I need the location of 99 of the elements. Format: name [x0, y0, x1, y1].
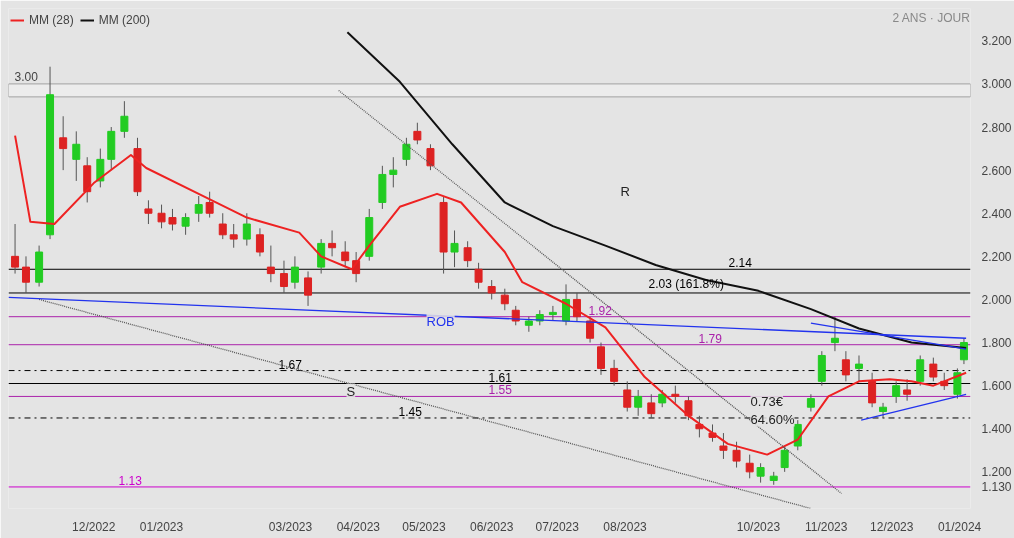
- x-tick-label: 11/2023: [804, 519, 848, 534]
- candlestick: [426, 143, 435, 171]
- legend-label: MM (28): [29, 13, 74, 27]
- candlestick: [389, 156, 398, 188]
- y-tick-label: 3.200: [981, 34, 1012, 49]
- candlestick: [181, 212, 190, 236]
- annotation: S: [346, 383, 356, 399]
- candlestick: [72, 130, 81, 182]
- x-tick-label: 12/2022: [72, 519, 116, 534]
- y-tick-label: 3.000: [981, 77, 1012, 92]
- candlestick: [402, 137, 411, 167]
- annotation: 64.60%: [750, 411, 796, 427]
- candlestick: [120, 100, 129, 139]
- candlestick: [597, 342, 605, 376]
- y-tick-label: 1.400: [981, 422, 1012, 437]
- candlestick: [463, 240, 472, 268]
- candlestick: [266, 245, 275, 283]
- candlestick: [96, 148, 105, 188]
- candlestick: [745, 454, 754, 479]
- annotation: 0.73€: [750, 393, 784, 409]
- candlestick: [855, 354, 863, 382]
- ref-line-label: 2.03 (161.8%): [648, 276, 724, 291]
- y-tick-label: 2.800: [981, 120, 1012, 135]
- candlestick: [634, 389, 643, 417]
- candlestick: [830, 316, 839, 352]
- line-series: [14, 134, 968, 456]
- ref-line-label: 1.92: [588, 303, 613, 318]
- ref-line-label: 1.55: [488, 383, 513, 398]
- candlestick: [328, 229, 337, 257]
- candlestick: [916, 354, 925, 387]
- candlestick: [548, 305, 557, 322]
- candlestick: [780, 445, 789, 473]
- candlestick: [756, 462, 765, 484]
- x-tick-label: 08/2023: [603, 519, 648, 534]
- candlestick: [413, 122, 422, 145]
- x-tick-label: 12/2023: [870, 519, 914, 534]
- ref-line-label: 1.13: [118, 473, 143, 488]
- x-tick-label: 07/2023: [535, 519, 580, 534]
- candlestick: [719, 432, 728, 460]
- legend-label: MM (200): [98, 13, 151, 27]
- y-tick-label: 1.200: [981, 465, 1012, 480]
- candlestick: [317, 238, 326, 275]
- candlestick: [157, 204, 166, 229]
- x-tick-label: 01/2023: [139, 519, 184, 534]
- chart-subtitle: 2 ANS · JOUR: [892, 10, 971, 25]
- candlestick: [868, 372, 877, 408]
- candlestick: [205, 191, 214, 219]
- candlestick: [242, 212, 251, 247]
- x-tick-label: 10/2023: [736, 519, 781, 534]
- candlestick: [610, 359, 619, 387]
- ref-line-label: 1.45: [398, 404, 423, 419]
- candlestick: [168, 208, 177, 231]
- ref-line-label: 1.61: [488, 370, 513, 385]
- candlestick: [218, 212, 227, 240]
- candlestick: [229, 223, 238, 249]
- candlestick: [304, 270, 313, 307]
- candlestick: [647, 393, 656, 419]
- ref-line-label: 1.67: [278, 357, 303, 372]
- candlestick: [929, 357, 938, 382]
- candlestick: [144, 199, 153, 225]
- candlestick: [732, 441, 741, 469]
- candlestick: [255, 227, 264, 257]
- y-tick-label: 2.600: [981, 163, 1012, 178]
- y-tick-label: 2.200: [981, 249, 1012, 264]
- candlestick: [892, 380, 901, 404]
- y-tick-label: 1.800: [981, 336, 1012, 351]
- y-tick-label: 2.400: [981, 206, 1012, 221]
- candlestick: [879, 402, 888, 419]
- x-tick-label: 06/2023: [470, 519, 514, 534]
- candlestick: [500, 288, 509, 311]
- candlestick: [684, 395, 693, 421]
- band-label: 3.00: [14, 69, 39, 84]
- x-tick-label: 05/2023: [402, 519, 446, 534]
- candlestick: [341, 240, 350, 268]
- candlestick: [194, 195, 203, 223]
- candlestick: [290, 255, 299, 290]
- x-tick-label: 04/2023: [336, 519, 381, 534]
- candlestick: [474, 262, 483, 290]
- x-tick-label: 03/2023: [268, 519, 313, 534]
- candlestick: [953, 367, 962, 400]
- candlestick: [11, 223, 20, 275]
- x-tick-label: 01/2024: [937, 519, 982, 534]
- candlestick: [59, 115, 68, 171]
- candlestick: [21, 255, 30, 294]
- candlestick: [623, 380, 632, 413]
- candlestick: [903, 378, 912, 402]
- candlestick: [487, 279, 496, 300]
- candlestick: [279, 260, 288, 294]
- candlestick: [450, 229, 459, 268]
- candlestick: [806, 393, 815, 413]
- candlestick: [524, 316, 533, 333]
- y-tick-label: 1.600: [981, 379, 1012, 394]
- y-tick-label: 1.130: [981, 480, 1012, 495]
- candlestick: [841, 350, 850, 382]
- y-tick-label: 2.000: [981, 292, 1012, 307]
- ref-line-label: 2.14: [728, 256, 753, 271]
- annotation: R: [620, 183, 630, 199]
- ref-line-label: 1.79: [698, 331, 723, 346]
- annotation: ROB: [426, 313, 455, 329]
